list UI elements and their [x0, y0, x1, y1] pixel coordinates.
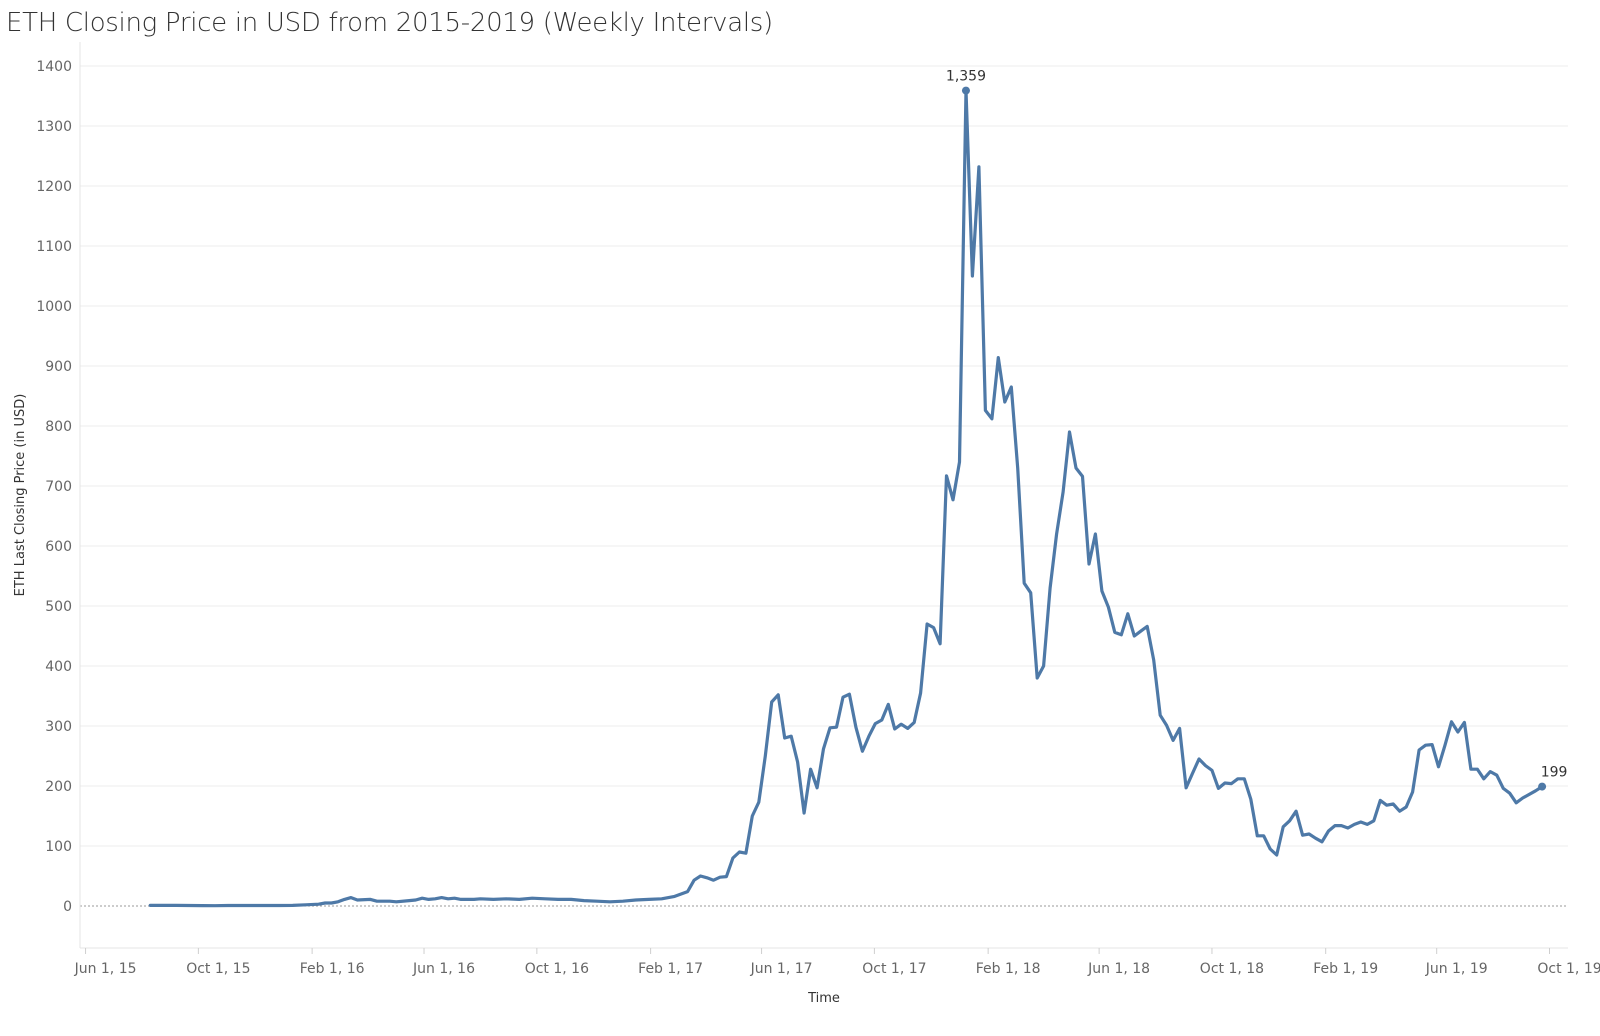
highlight-point: [1538, 782, 1547, 791]
x-tick-label: Jun 1, 18: [1087, 961, 1150, 977]
y-tick-label: 900: [45, 359, 72, 375]
y-tick-label: 0: [63, 899, 72, 915]
series-line: [148, 88, 1544, 908]
x-tick-label: Jun 1, 17: [750, 961, 813, 977]
x-axis-title: Time: [807, 991, 840, 1006]
x-tick-label: Jun 1, 15: [74, 961, 137, 977]
data-label: 1,359: [946, 69, 986, 85]
y-tick-label: 1100: [36, 239, 72, 255]
x-tick-label: Feb 1, 17: [638, 961, 703, 977]
x-tick-label: Oct 1, 18: [1200, 961, 1264, 977]
y-tick-label: 300: [45, 719, 72, 735]
x-tick-label: Oct 1, 19: [1537, 961, 1600, 977]
axes: 0 100 200 300 400 500 600 700 800 900 1000 1100 1200…: [13, 42, 1600, 1006]
x-tick-label: Feb 1, 16: [300, 961, 365, 977]
y-tick-label: 1200: [36, 179, 72, 195]
y-tick-label: 1400: [36, 59, 72, 75]
x-tick-label: Jun 1, 19: [1425, 961, 1488, 977]
y-tick-label: 600: [45, 539, 72, 555]
gridlines: [80, 65, 1568, 907]
x-tick-label: Feb 1, 19: [1313, 961, 1378, 977]
x-tick-label: Jun 1, 16: [412, 961, 475, 977]
y-tick-label: 1000: [36, 299, 72, 315]
y-tick-label: 200: [45, 779, 72, 795]
data-label: 199: [1541, 765, 1568, 781]
y-tick-label: 400: [45, 659, 72, 675]
y-tick-label: 100: [45, 839, 72, 855]
data-labels: 1,359 199: [946, 69, 1568, 791]
x-tick-label: Oct 1, 16: [525, 961, 589, 977]
chart-title: ETH Closing Price in USD from 2015-2019 …: [6, 8, 773, 38]
y-tick-label: 1300: [36, 119, 72, 135]
y-tick-label: 800: [45, 419, 72, 435]
y-tick-label: 700: [45, 479, 72, 495]
y-tick-label: 500: [45, 599, 72, 615]
y-axis-title: ETH Last Closing Price (in USD): [13, 394, 28, 597]
x-tick-label: Feb 1, 18: [976, 961, 1041, 977]
x-tick-label: Oct 1, 15: [186, 961, 250, 977]
highlight-point: [961, 86, 970, 95]
series-layer: [148, 88, 1544, 908]
x-tick-label: Oct 1, 17: [862, 961, 926, 977]
